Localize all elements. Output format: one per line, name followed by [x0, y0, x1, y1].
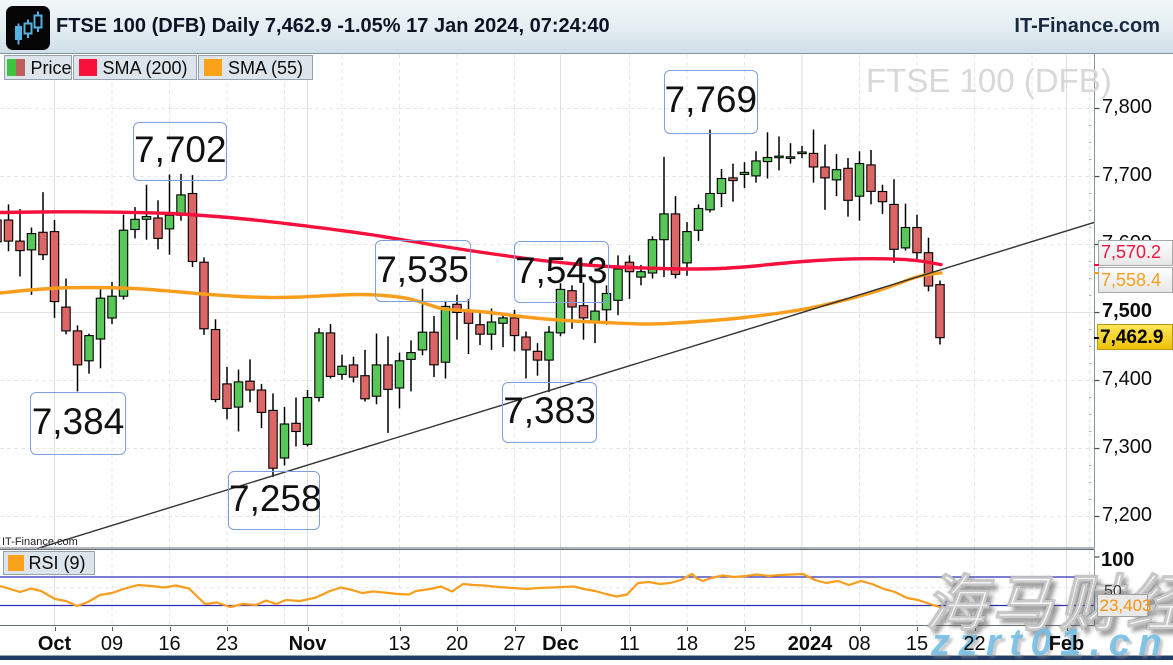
svg-text:IT-Finance.com: IT-Finance.com — [2, 536, 78, 548]
